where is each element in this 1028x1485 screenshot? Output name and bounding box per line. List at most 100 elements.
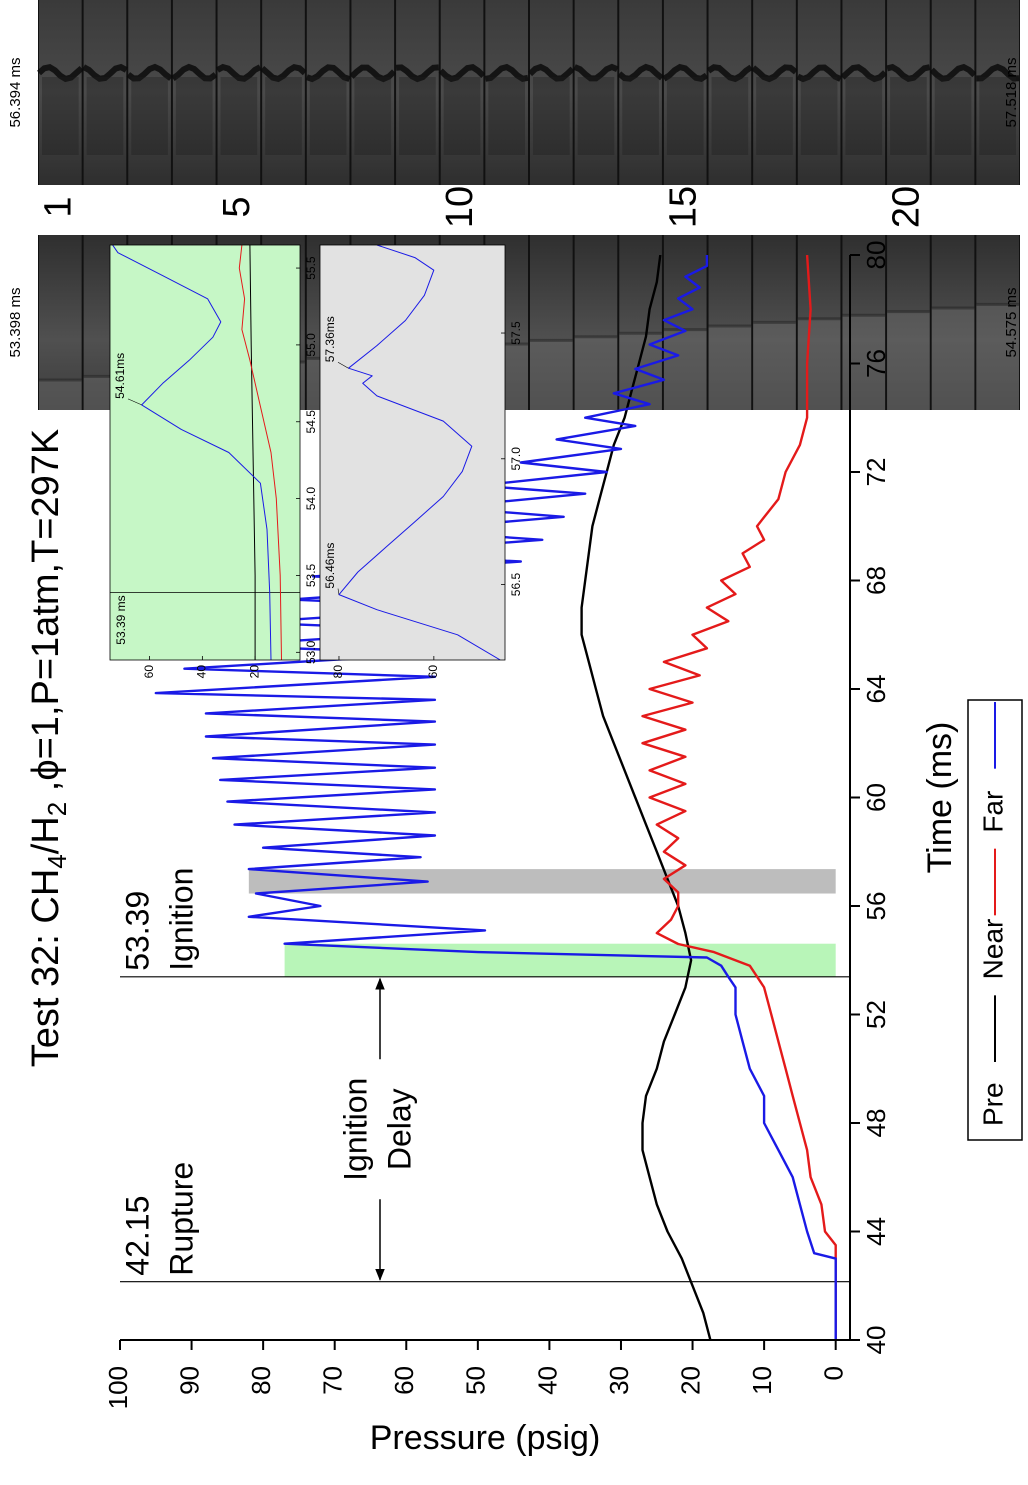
y-tick-label: 40 [532,1366,562,1395]
photo-frame [39,235,82,410]
photo-frame [887,0,930,185]
photo-frame [530,235,573,410]
x-tick-label: 40 [861,1326,891,1355]
x-tick-label: 52 [861,1000,891,1029]
photo-frame [842,235,886,410]
event-label: 53.39 [119,891,155,971]
flame-front [395,64,439,83]
flame-plume [86,77,124,155]
plot-background [320,245,505,660]
photo-frame [931,0,975,185]
photo-frame [976,0,1020,185]
photo-frame [574,0,618,185]
flame-plume [890,77,927,155]
series-line [154,255,837,1340]
flame-plume [220,77,258,155]
flame-plume [845,77,883,155]
series-line [112,245,272,660]
flame-plume [488,77,526,155]
photo-frame [753,0,796,185]
flame-front [751,64,798,83]
title-part: ,ϕ=1,P=1atm,T=297K [25,429,67,802]
event-label: 42.15 [119,1196,155,1276]
highlight-band [248,869,836,894]
turbulent-region [753,322,796,410]
flame-plume [800,77,838,155]
event-label: Ignition [163,868,199,971]
turbulent-region [976,304,1020,410]
callout-leader [127,398,142,406]
flame-front [37,64,84,83]
photo-frame [440,0,484,185]
highlight-band [284,943,836,977]
x-tick-label: 72 [861,458,891,487]
photo-frame [797,0,841,185]
callout-leader [337,361,349,369]
photo-frame [485,0,529,185]
frame-number: 20 [885,186,927,228]
turbulent-region [663,329,707,410]
photo-frame [351,0,395,185]
flame-plume [622,77,659,155]
y-axis-title: Pressure (psig) [370,1419,601,1457]
photo-frame [172,0,216,185]
y-tick-label: 90 [174,1366,204,1395]
event-label: Rupture [163,1162,199,1276]
callout-label: 56.46ms [323,543,337,589]
flame-front [840,64,888,83]
y-tick-label: 50 [461,1366,491,1395]
x-tick-label: 80 [861,241,891,270]
photo-frame [530,0,573,185]
flame-front [662,63,709,82]
flame-front [976,63,1020,82]
delay-label: Ignition [337,1078,373,1181]
flame-front [617,63,664,82]
x-tick-label: 68 [861,566,891,595]
photo-frame [39,0,82,185]
flame-front [484,63,529,82]
turbulent-region [530,340,573,410]
chart-title: Test 32: CH4/H2 ,ϕ=1,P=1atm,T=297K [25,429,72,1067]
y-tick-label: 20 [247,665,261,679]
photo-frame [83,0,127,185]
x-tick-label: 55.5 [304,256,318,280]
flame-plume [265,77,302,155]
plot-frame [319,244,506,661]
x-tick-label: 54.0 [304,487,318,511]
title-part: Test 32: CH [25,869,67,1068]
flame-plume [309,77,347,155]
flame-plume [175,77,213,155]
photo-frame [574,235,618,410]
photo-frame [887,235,930,410]
x-tick-label: 54.5 [304,410,318,434]
photo-frame [708,0,752,185]
flame-front [216,63,262,82]
frame-number: 5 [216,196,258,217]
photo-frame [217,0,261,185]
x-tick-label: 76 [861,349,891,378]
turbulent-region [887,311,930,410]
frame-number: 15 [662,186,704,228]
photo-frame [976,235,1020,410]
plot-background [110,245,300,660]
legend-label: Far [977,791,1008,833]
flame-front [527,63,575,82]
x-tick-label: 55.0 [304,333,318,357]
y-tick-label: 60 [389,1366,419,1395]
series-line [580,255,712,1340]
strip-start-label: 53.398 ms [7,287,24,357]
flame-front [260,64,307,83]
flame-plume [756,77,793,155]
flame-front [796,64,842,83]
photo-frame [619,0,662,185]
flame-plume [399,77,436,155]
flame-plume [666,77,704,155]
flame-front [438,64,486,83]
photo-frame [708,235,752,410]
photo-frame [128,0,171,185]
frame-number: 1 [37,196,79,217]
y-tick-label: 80 [246,1366,276,1395]
strip-end-label: 57.518 ms [1003,57,1020,127]
